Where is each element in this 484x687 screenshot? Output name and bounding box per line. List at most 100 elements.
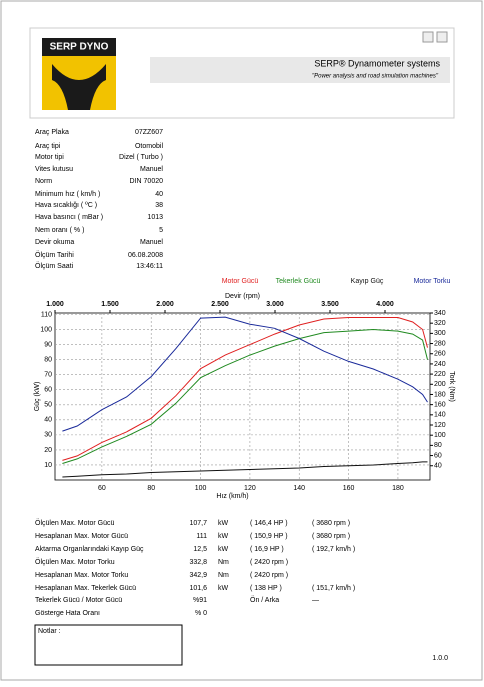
x2-tick-label: 4.000 bbox=[376, 301, 394, 308]
y-tick-label: 40 bbox=[44, 417, 52, 424]
field-label: Minimum hız ( km/h ) bbox=[35, 191, 100, 198]
result-value: 332,8 bbox=[189, 559, 207, 566]
y-tick-label: 50 bbox=[44, 402, 52, 409]
result-detail: ( 2420 rpm ) bbox=[250, 559, 288, 566]
field-value: 06.08.2008 bbox=[128, 252, 163, 259]
field-label: Araç tipi bbox=[35, 143, 61, 150]
field-label: Ölçüm Saati bbox=[35, 262, 74, 270]
x-tick-label: 120 bbox=[244, 485, 256, 492]
x-tick-label: 60 bbox=[98, 485, 106, 492]
field-value: DIN 70020 bbox=[130, 178, 164, 185]
result-detail: ( 151,7 km/h ) bbox=[312, 585, 355, 592]
series-line bbox=[62, 461, 428, 478]
legend-entry: Tekerlek Gücü bbox=[276, 278, 321, 285]
field-label: Norm bbox=[35, 178, 52, 185]
close-button[interactable] bbox=[436, 31, 448, 43]
result-unit: kW bbox=[218, 585, 229, 592]
result-value: 107,7 bbox=[189, 520, 207, 527]
series-line bbox=[62, 317, 428, 461]
y2-tick-label: 160 bbox=[434, 401, 446, 408]
result-label: Hesaplanan Max. Motor Torku bbox=[35, 572, 128, 579]
y-tick-label: 90 bbox=[44, 341, 52, 348]
y2-tick-label: 200 bbox=[434, 381, 446, 388]
series-line bbox=[62, 316, 428, 432]
logo-band bbox=[42, 38, 116, 56]
legend-entry: Motor Gücü bbox=[222, 278, 259, 285]
result-detail: ( 3680 rpm ) bbox=[312, 520, 350, 527]
result-value: % 0 bbox=[195, 610, 207, 617]
field-value: 5 bbox=[159, 227, 163, 234]
y2-axis-title: Tork (Nm) bbox=[448, 371, 455, 402]
result-detail: ( 3680 rpm ) bbox=[312, 533, 350, 540]
y2-tick-label: 320 bbox=[434, 320, 446, 327]
y-tick-label: 10 bbox=[44, 462, 52, 469]
result-label: Ölçülen Max. Motor Torku bbox=[35, 558, 115, 566]
field-value: Manuel bbox=[140, 166, 163, 173]
y-tick-label: 60 bbox=[44, 387, 52, 394]
y2-tick-label: 220 bbox=[434, 371, 446, 378]
field-label: Ölçüm Tarihi bbox=[35, 251, 74, 259]
logo-shape bbox=[52, 64, 106, 110]
result-detail: ( 146,4 HP ) bbox=[250, 520, 288, 527]
field-value: Otomobil bbox=[135, 143, 163, 150]
notes-label: Notlar : bbox=[38, 628, 61, 635]
field-value: 07ZZ607 bbox=[135, 129, 163, 136]
y2-tick-label: 260 bbox=[434, 351, 446, 358]
x-axis-title: Hız (km/h) bbox=[216, 493, 248, 500]
y2-tick-label: 40 bbox=[434, 463, 442, 470]
y2-tick-label: 300 bbox=[434, 330, 446, 337]
result-detail: ( 150,9 HP ) bbox=[250, 533, 288, 540]
result-value: 101,6 bbox=[189, 585, 207, 592]
result-label: Hesaplanan Max. Tekerlek Gücü bbox=[35, 585, 136, 592]
result-value: 12,5 bbox=[193, 546, 207, 553]
y2-tick-label: 80 bbox=[434, 442, 442, 449]
x-tick-label: 180 bbox=[392, 485, 404, 492]
x-tick-label: 140 bbox=[293, 485, 305, 492]
result-detail: ( 2420 rpm ) bbox=[250, 572, 288, 579]
result-unit: kW bbox=[218, 546, 229, 553]
result-label: Aktarma Organlarındaki Kayıp Güç bbox=[35, 546, 144, 553]
y2-tick-label: 340 bbox=[434, 310, 446, 317]
y2-tick-label: 280 bbox=[434, 340, 446, 347]
y2-tick-label: 60 bbox=[434, 452, 442, 459]
series-line bbox=[62, 328, 428, 464]
x2-axis-title: Devir (rpm) bbox=[225, 293, 260, 300]
slogan: "Power analysis and road simulation mach… bbox=[312, 74, 439, 80]
result-detail: ( 138 HP ) bbox=[250, 585, 282, 592]
field-value: 1013 bbox=[147, 214, 163, 221]
result-detail: ( 16,9 HP ) bbox=[250, 546, 284, 553]
y-tick-label: 80 bbox=[44, 356, 52, 363]
brand: SERP DYNO bbox=[50, 42, 109, 53]
field-value: Manuel bbox=[140, 239, 163, 246]
x2-tick-label: 2.000 bbox=[156, 301, 174, 308]
legend-entry: Motor Torku bbox=[414, 278, 451, 285]
field-value: Dizel ( Turbo ) bbox=[119, 154, 163, 161]
result-value: 342,9 bbox=[189, 572, 207, 579]
legend-entry: Kayıp Güç bbox=[351, 278, 384, 285]
y2-tick-label: 100 bbox=[434, 432, 446, 439]
system-name: SERP® Dynamometer systems bbox=[314, 58, 440, 68]
result-unit: Nm bbox=[218, 572, 229, 579]
result-label: Ölçülen Max. Motor Gücü bbox=[35, 519, 114, 527]
y-tick-label: 20 bbox=[44, 447, 52, 454]
header-band bbox=[150, 57, 450, 83]
version: 1.0.0 bbox=[432, 655, 448, 662]
y-axis-title: Güç (kW) bbox=[34, 382, 41, 412]
result-label: Tekerlek Gücü / Motor Gücü bbox=[35, 597, 122, 604]
minimize-button[interactable] bbox=[422, 31, 434, 43]
x2-tick-label: 2.500 bbox=[211, 301, 229, 308]
y2-tick-label: 140 bbox=[434, 412, 446, 419]
result-value: %91 bbox=[193, 597, 207, 604]
field-label: Motor tipi bbox=[35, 154, 64, 161]
y2-tick-label: 180 bbox=[434, 391, 446, 398]
y-tick-label: 110 bbox=[41, 311, 52, 318]
result-label: Gösterge Hata Oranı bbox=[35, 610, 100, 617]
field-value: 13:46:11 bbox=[136, 263, 163, 270]
y-tick-label: 100 bbox=[40, 326, 52, 333]
x2-tick-label: 1.500 bbox=[101, 301, 119, 308]
result-detail: ( 192,7 km/h ) bbox=[312, 546, 355, 553]
y2-tick-label: 240 bbox=[434, 361, 446, 368]
